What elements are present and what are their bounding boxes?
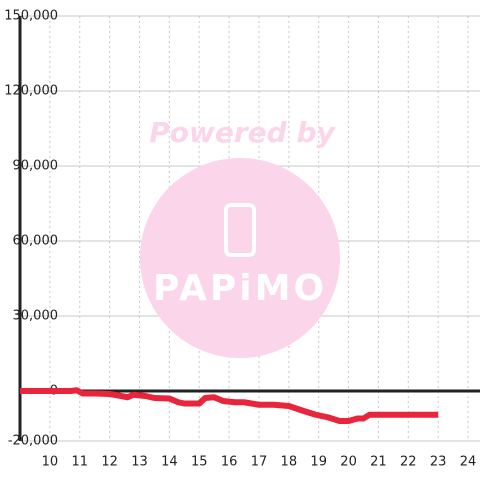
x-tick-label: 19: [310, 455, 327, 470]
watermark-circle: [140, 158, 340, 358]
x-tick-label: 21: [370, 455, 387, 470]
x-tick-label: 15: [191, 455, 208, 470]
x-tick-label: 23: [430, 455, 447, 470]
x-tick-label: 14: [161, 455, 178, 470]
y-tick-label: 30,000: [13, 309, 59, 324]
y-tick-label: -20,000: [8, 434, 58, 449]
x-tick-label: 13: [131, 455, 148, 470]
watermark-brand: PAPiMO: [153, 268, 327, 309]
x-tick-label: 20: [340, 455, 357, 470]
x-tick-label: 10: [42, 455, 59, 470]
plot: -20,000030,00060,00090,000120,000150,000…: [4, 9, 480, 470]
x-tick-label: 17: [251, 455, 268, 470]
watermark-title: Powered by: [149, 116, 336, 149]
y-tick-label: 90,000: [13, 159, 59, 174]
x-tick-label: 11: [71, 455, 88, 470]
y-tick-label: 150,000: [4, 9, 58, 24]
x-tick-label: 22: [400, 455, 417, 470]
data-line: [20, 387, 439, 424]
x-tick-label: 24: [460, 455, 477, 470]
watermark-phone: [224, 203, 256, 257]
x-tick-label: 12: [101, 455, 118, 470]
x-tick-label: 18: [281, 455, 298, 470]
y-tick-label: 60,000: [13, 234, 59, 249]
grid: [20, 15, 480, 442]
x-tick-label: 16: [221, 455, 238, 470]
y-tick-label: 120,000: [4, 84, 58, 99]
